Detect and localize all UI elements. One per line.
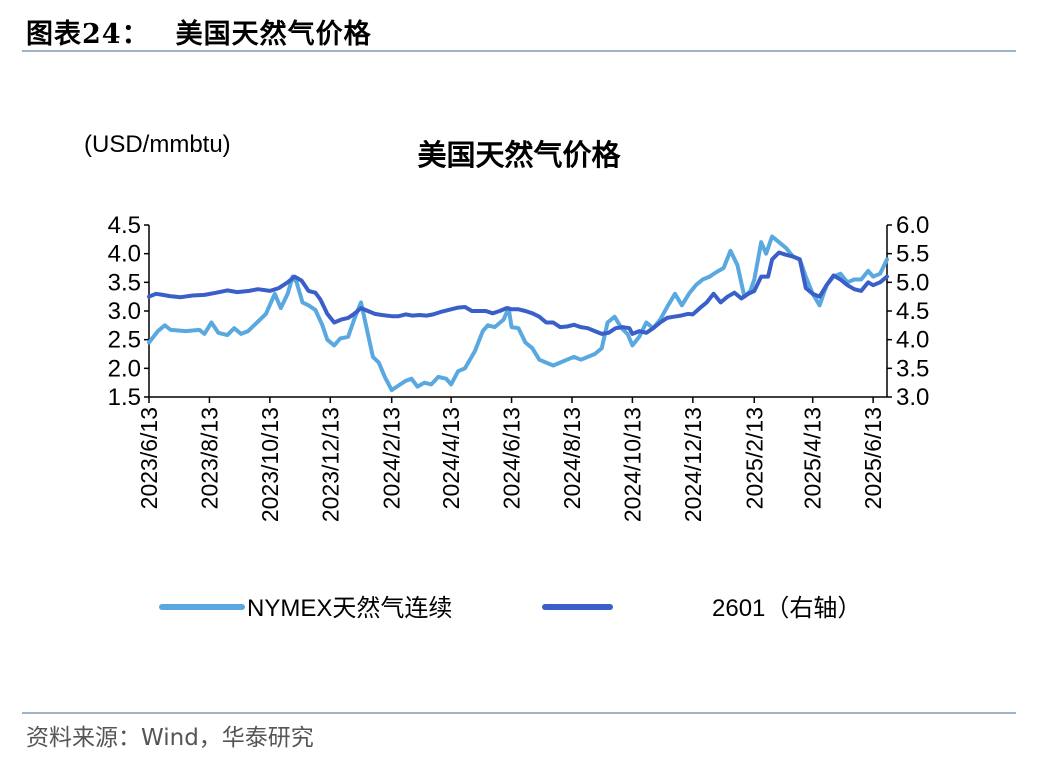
x-tick-label: 2025/2/13 [741, 407, 767, 509]
x-tick-label: 2023/8/13 [196, 407, 222, 509]
figure-header: 图表24： 美国天然气价格 [26, 12, 372, 51]
x-tick-label: 2024/2/13 [379, 407, 405, 509]
left-y-tick-label: 3.5 [108, 269, 141, 296]
x-tick-labels: 2023/6/13 2023/8/13 2023/10/13 2023/12/13 20… [136, 407, 886, 522]
x-tick-label: 2023/6/13 [136, 407, 162, 509]
x-tick-label: 2024/12/13 [680, 407, 706, 522]
right-y-tick-label: 6.0 [896, 212, 929, 239]
chart-title: 美国天然气价格 [417, 138, 621, 172]
x-tick-label: 2024/6/13 [499, 407, 525, 509]
left-y-tick-label: 1.5 [108, 384, 141, 411]
y-axis-unit-label: (USD/mmbtu) [84, 131, 231, 158]
x-tick-label: 2024/8/13 [559, 407, 585, 509]
x-tick-label: 2024/10/13 [619, 407, 645, 522]
right-y-tick-label: 3.0 [896, 384, 929, 411]
series-line-2601 [147, 250, 889, 336]
source-note: 资料来源：Wind，华泰研究 [26, 725, 314, 751]
chart: 美国天然气价格 (USD/mmbtu) 4.54.03.53.02.52.01.… [84, 131, 929, 622]
figure-title: 美国天然气价格 [175, 19, 372, 50]
right-y-tick-label: 4.5 [896, 298, 929, 325]
left-y-tick-label: 3.0 [108, 298, 141, 325]
footer-divider [22, 712, 1016, 714]
figure-number: 图表24： [26, 19, 150, 50]
legend: NYMEX天然气连续 2601（右轴） [159, 595, 861, 622]
right-y-tick-label: 5.5 [896, 241, 929, 268]
x-tick-label: 2023/12/13 [317, 407, 343, 522]
x-tick-label: 2024/4/13 [438, 407, 464, 509]
right-y-tick-label: 5.0 [896, 269, 929, 296]
right-y-tick-label: 4.0 [896, 327, 929, 354]
right-y-tick-label: 3.5 [896, 355, 929, 382]
legend-label-nymex: NYMEX天然气连续 [247, 595, 452, 622]
right-y-tick-labels: 6.05.55.04.54.03.53.0 [896, 212, 929, 411]
x-tick-label: 2023/10/13 [257, 407, 283, 522]
x-tick-label: 2025/4/13 [800, 407, 826, 509]
left-y-tick-label: 4.5 [108, 212, 141, 239]
series-lines [147, 234, 889, 393]
left-y-tick-label: 2.0 [108, 355, 141, 382]
header-divider [22, 50, 1016, 52]
left-y-tick-label: 4.0 [108, 241, 141, 268]
left-y-tick-label: 2.5 [108, 327, 141, 354]
series-line-nymex [147, 234, 889, 393]
x-tick-label: 2025/6/13 [860, 407, 886, 509]
axes [144, 224, 892, 403]
legend-label-2601: 2601（右轴） [712, 595, 861, 622]
left-y-tick-labels: 4.54.03.53.02.52.01.5 [108, 212, 141, 411]
